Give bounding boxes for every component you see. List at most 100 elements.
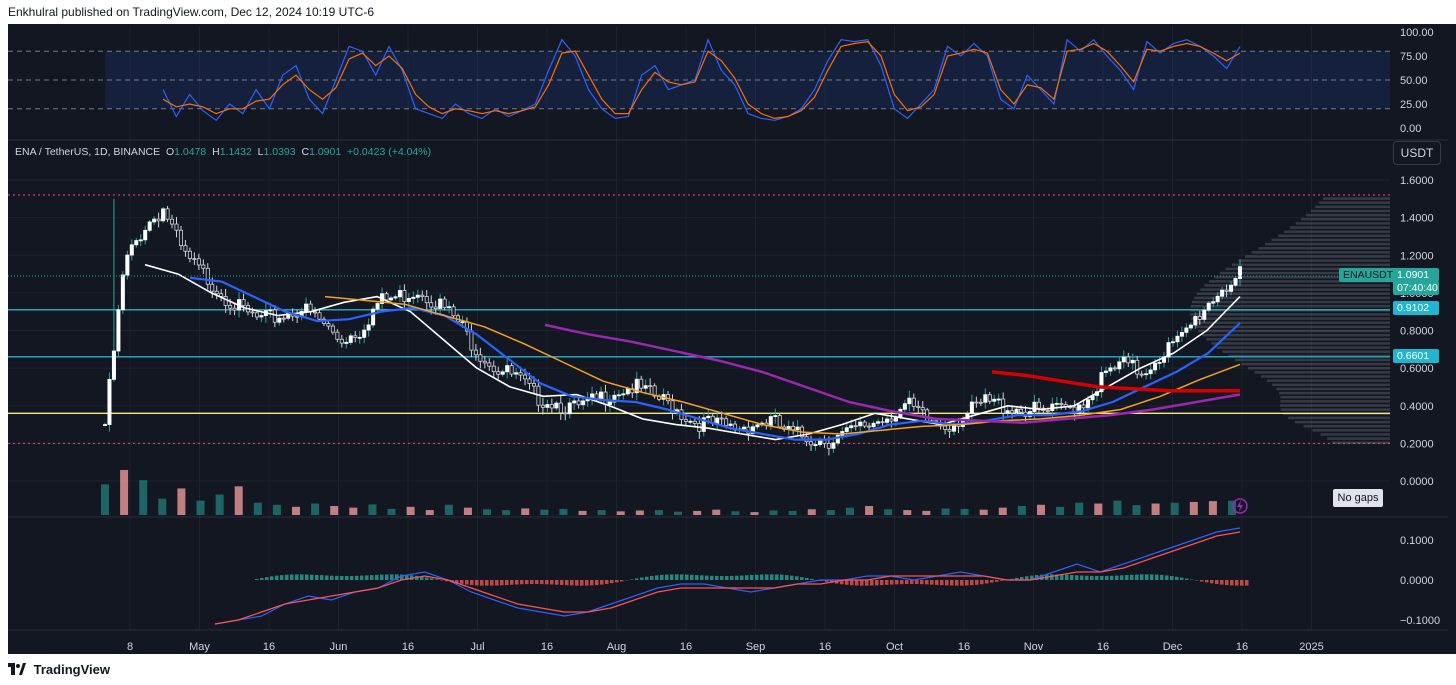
candle-body — [850, 426, 853, 428]
candle-body — [1011, 411, 1014, 413]
macd-histogram-bar — [320, 575, 324, 580]
macd-histogram-bar — [505, 580, 509, 585]
macd-histogram-bar — [1160, 575, 1164, 580]
candle-body — [1104, 371, 1107, 372]
macd-histogram-bar — [1125, 575, 1129, 580]
macd-histogram-bar — [975, 580, 979, 585]
macd-histogram-bar — [665, 575, 669, 580]
macd-histogram-bar — [485, 580, 489, 586]
macd-histogram-bar — [565, 580, 569, 585]
macd-y-label: 0.1000 — [1400, 535, 1434, 547]
candle-body — [649, 386, 652, 387]
candle-body — [398, 290, 401, 296]
volume-profile-row — [1195, 326, 1390, 329]
volume-profile-row — [1191, 305, 1390, 308]
x-tick-label: 16 — [541, 641, 553, 653]
candle-body — [926, 410, 929, 421]
candle-body — [975, 402, 978, 403]
volume-profile-row — [1191, 317, 1390, 320]
macd-histogram-bar — [1095, 576, 1099, 580]
volume-bar — [693, 511, 701, 515]
currency-button[interactable]: USDT — [1393, 141, 1441, 165]
price-y-label: 1.2000 — [1400, 250, 1434, 262]
candle-body — [193, 259, 196, 260]
candle-body — [1194, 316, 1197, 325]
macd-histogram-bar — [285, 575, 289, 580]
volume-bar — [598, 510, 606, 515]
macd-histogram-bar — [920, 580, 924, 584]
volume-bar — [999, 508, 1007, 515]
macd-histogram-bar — [935, 580, 939, 585]
candle-body — [590, 394, 593, 398]
volume-profile-row — [1280, 404, 1390, 407]
macd-y-label: 0.0000 — [1400, 575, 1434, 587]
volume-profile-row — [1319, 201, 1390, 204]
candle-body — [604, 392, 607, 404]
candle-body — [778, 416, 781, 427]
volume-profile-row — [1278, 235, 1390, 238]
candle-body — [412, 297, 415, 298]
macd-histogram-bar — [1220, 580, 1224, 585]
macd-histogram-bar — [1070, 575, 1074, 580]
volume-bar — [445, 505, 453, 515]
macd-histogram-bar — [1230, 580, 1234, 585]
candle-body — [215, 291, 218, 293]
volume-bar — [1037, 505, 1045, 515]
macd-histogram-bar — [1175, 577, 1179, 580]
macd-histogram-bar — [265, 577, 269, 580]
candle-body — [255, 313, 258, 317]
candle-body — [242, 300, 245, 306]
macd-histogram-bar — [310, 575, 314, 580]
macd-histogram-bar — [355, 576, 359, 580]
volume-profile-row — [1279, 392, 1390, 395]
volume-bar — [235, 486, 243, 515]
macd-histogram-bar — [465, 580, 469, 585]
volume-bar — [197, 501, 205, 515]
macd-histogram-bar — [1215, 580, 1219, 584]
candle-body — [1082, 405, 1085, 408]
candle-body — [117, 310, 120, 351]
price-y-label: 0.2000 — [1400, 438, 1434, 450]
macd-histogram-bar — [1200, 580, 1204, 581]
volume-bar — [1094, 504, 1102, 515]
volume-profile-row — [1276, 388, 1390, 391]
candle-body — [1140, 374, 1143, 375]
macd-histogram-bar — [275, 576, 279, 580]
candle-body — [684, 419, 687, 421]
volume-bar — [521, 508, 529, 515]
volume-bar — [579, 511, 587, 515]
macd-histogram-bar — [1245, 580, 1249, 586]
macd-histogram-bar — [540, 580, 544, 584]
volume-profile-row — [1255, 371, 1390, 374]
candle-body — [993, 399, 996, 401]
volume-bar — [483, 509, 491, 515]
volume-profile-row — [1238, 259, 1390, 262]
volume-profile-row — [1222, 350, 1390, 353]
candle-body — [1229, 285, 1232, 291]
candle-body — [439, 299, 442, 308]
candle-body — [1136, 360, 1139, 374]
candle-body — [497, 372, 500, 375]
macd-y-label: −0.1000 — [1400, 615, 1440, 627]
candle-body — [278, 318, 281, 322]
candle-body — [184, 246, 187, 252]
macd-histogram-bar — [1185, 579, 1189, 580]
macd-histogram-bar — [360, 576, 364, 580]
candle-body — [434, 307, 437, 308]
candle-body — [573, 401, 576, 403]
volume-bar — [1056, 507, 1064, 515]
ticker-tag: ENAUSDT — [1339, 268, 1397, 282]
macd-histogram-bar — [795, 576, 799, 580]
candle-body — [363, 330, 366, 337]
candle-body — [452, 307, 455, 316]
macd-histogram-bar — [585, 580, 589, 586]
macd-histogram-bar — [1105, 576, 1109, 580]
volume-bar — [884, 509, 892, 515]
high-value: 1.1432 — [220, 146, 252, 158]
candle-body — [1037, 402, 1040, 408]
volume-profile-row — [1323, 197, 1390, 200]
macd-histogram-bar — [930, 580, 934, 585]
price-y-label: 1.6000 — [1400, 175, 1434, 187]
macd-histogram-bar — [695, 575, 699, 580]
macd-histogram-bar — [715, 576, 719, 580]
